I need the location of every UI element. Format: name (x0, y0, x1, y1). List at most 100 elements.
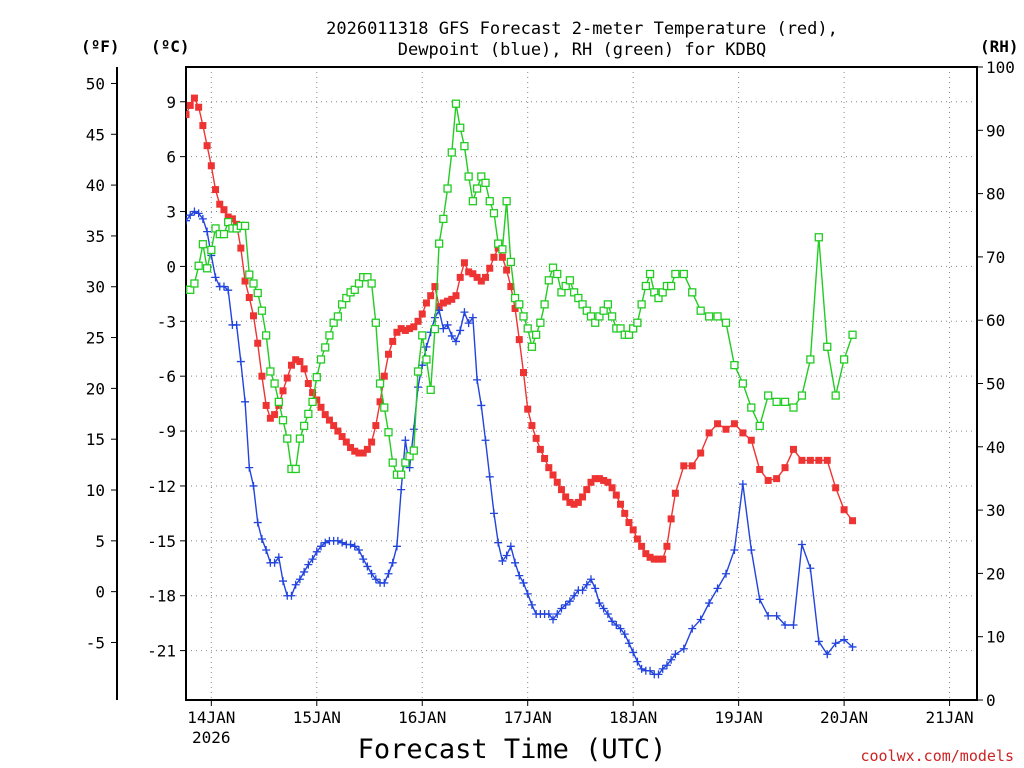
series (186, 94, 857, 679)
x-tick-label: 16JAN (398, 708, 446, 727)
dewpoint-point (219, 282, 228, 291)
temperature-point (730, 420, 738, 428)
temperature-point (237, 244, 245, 252)
rh-point (565, 276, 575, 285)
rh-point (198, 240, 208, 249)
dewpoint-point (241, 397, 250, 406)
rh-point (219, 229, 229, 239)
dewpoint-point (384, 569, 393, 578)
dewpoint-point (439, 324, 448, 333)
temperature-point (629, 526, 637, 534)
temperature-point (249, 312, 257, 320)
dewpoint-point (456, 326, 465, 335)
rh-point (730, 360, 739, 370)
dewpoint-point (443, 320, 452, 329)
rh-point (350, 285, 359, 294)
rh-point (523, 324, 532, 333)
dewpoint-point (511, 558, 520, 567)
rh-point (405, 452, 414, 461)
rh-point (451, 99, 461, 108)
temperature-point (659, 555, 667, 563)
dewpoint-point (671, 650, 680, 659)
rh-tick-label: 20 (986, 564, 1005, 583)
fahrenheit-axis-label: (ºF) (81, 37, 120, 56)
rh-point (291, 464, 300, 474)
dewpoint-point (599, 604, 608, 613)
rh-point (186, 285, 195, 294)
rh-point (413, 367, 423, 376)
rh-point (599, 306, 608, 315)
rh-point (569, 288, 579, 297)
rh-point (780, 397, 790, 407)
dewpoint-point (477, 401, 486, 410)
temperature-point (427, 292, 435, 300)
rh-point (696, 306, 705, 315)
rh-point (426, 385, 435, 394)
dewpoint-point (489, 509, 498, 518)
fahrenheit-tick-label: 25 (86, 329, 105, 348)
temperature-point (309, 389, 317, 397)
rh-point (418, 331, 427, 340)
dewpoint-point (688, 624, 697, 633)
rh-point (637, 300, 646, 309)
temperature-point (431, 283, 439, 291)
temperature-point (254, 339, 262, 347)
celsius-tick-label: 9 (166, 93, 176, 112)
temperature-point (806, 456, 814, 464)
temperature-point (579, 493, 587, 501)
dewpoint-point (300, 567, 309, 576)
dewpoint-point (186, 211, 195, 220)
rh-point (578, 300, 587, 309)
dewpoint-point (565, 597, 574, 606)
dewpoint-point (224, 286, 233, 295)
rh-point (595, 312, 604, 321)
rh-point (202, 264, 212, 273)
dewpoint-point (662, 661, 671, 670)
temperature-point (789, 445, 797, 453)
dewpoint-point (797, 540, 806, 549)
rh-point (839, 355, 849, 364)
rh-point (253, 288, 262, 298)
temperature-point (448, 295, 456, 303)
rh-point (321, 343, 330, 352)
rh-point (789, 403, 798, 412)
rh-point (367, 279, 376, 288)
celsius-tick-label: -9 (157, 422, 176, 441)
rh-point (591, 318, 600, 327)
rh-point (240, 221, 250, 231)
temperature-point (368, 438, 376, 446)
dewpoint-point (198, 214, 207, 223)
dewpoint-point (557, 604, 566, 613)
rh-point (262, 331, 271, 340)
rh-point (375, 379, 385, 388)
rh-point (502, 197, 511, 206)
dewpoint-point (338, 538, 347, 547)
rh-point (304, 409, 313, 419)
temperature-point (832, 484, 840, 492)
rh-point (629, 324, 638, 333)
temperature-point (608, 484, 616, 492)
temperature-point (490, 253, 498, 261)
rh-point (713, 312, 722, 321)
temperature-point (697, 449, 705, 457)
rh-point (283, 434, 292, 443)
temperature-point (633, 535, 641, 543)
dewpoint-point (544, 610, 553, 619)
dewpoint-point (506, 542, 515, 551)
temperature-point (220, 206, 228, 214)
celsius-tick-label: 0 (166, 257, 176, 276)
rh-point (688, 288, 697, 297)
rh-point (848, 330, 857, 339)
rh-point (831, 391, 840, 400)
temperature-point (207, 162, 215, 170)
rh-point (363, 273, 372, 282)
temperature-point (376, 398, 384, 406)
dewpoint-point (354, 545, 363, 554)
temperature-point (519, 369, 527, 377)
rh-point (679, 269, 688, 279)
temperature-point (469, 270, 477, 278)
fahrenheit-tick-label: 5 (95, 532, 105, 551)
rh-point (207, 245, 216, 255)
dewpoint-point (523, 589, 532, 598)
rh-point (704, 312, 714, 321)
